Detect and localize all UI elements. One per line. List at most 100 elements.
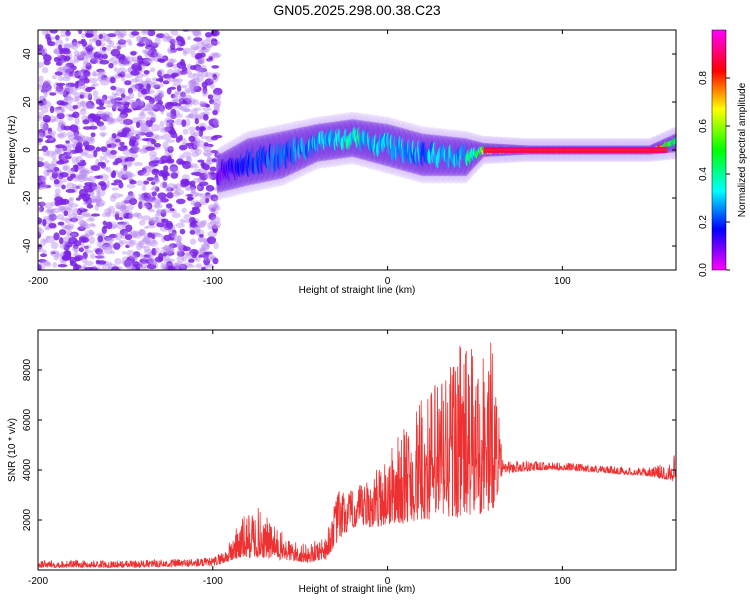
noise-blob	[118, 113, 127, 120]
noise-blob	[61, 49, 71, 55]
noise-blob	[190, 108, 199, 116]
noise-blob	[71, 216, 77, 224]
noise-blob	[118, 39, 128, 43]
noise-blob	[141, 57, 152, 62]
noise-blob	[128, 212, 134, 221]
noise-blob	[124, 234, 133, 241]
noise-blob	[144, 50, 151, 59]
noise-blob	[102, 220, 108, 226]
noise-blob	[181, 119, 187, 127]
noise-blob	[38, 201, 46, 207]
noise-blob	[199, 220, 206, 228]
noise-blob	[63, 143, 74, 148]
noise-blob	[63, 244, 70, 251]
noise-blob	[143, 70, 150, 75]
noise-blob	[53, 255, 60, 261]
noise-blob	[92, 90, 99, 98]
noise-blob	[121, 160, 126, 166]
noise-blob	[211, 158, 218, 163]
noise-blob	[78, 171, 86, 177]
noise-blob	[119, 87, 126, 94]
noise-blob	[96, 200, 101, 207]
noise-blob	[96, 192, 101, 197]
noise-blob	[88, 125, 98, 130]
noise-blob	[63, 72, 71, 79]
noise-blob	[130, 101, 139, 109]
noise-blob	[173, 265, 182, 270]
noise-blob	[204, 175, 214, 180]
noise-blob	[197, 177, 202, 183]
noise-blob	[160, 90, 165, 98]
noise-blob	[193, 143, 199, 149]
noise-blob	[137, 36, 143, 42]
noise-blob	[38, 161, 45, 168]
noise-blob	[210, 207, 216, 212]
noise-blob	[44, 209, 54, 214]
noise-blob	[102, 212, 107, 218]
noise-blob	[45, 135, 53, 139]
noise-blob	[133, 59, 139, 65]
noise-blob	[208, 56, 213, 61]
noise-blob	[119, 205, 127, 212]
noise-blob	[144, 165, 150, 170]
noise-blob	[189, 130, 196, 136]
noise-blob	[115, 103, 124, 110]
noise-blob	[78, 134, 86, 143]
noise-blob	[106, 44, 111, 51]
noise-blob	[202, 238, 207, 244]
noise-blob	[207, 256, 214, 262]
noise-blob	[177, 39, 186, 47]
noise-blob	[196, 74, 204, 83]
noise-blob	[46, 169, 54, 173]
noise-blob	[82, 101, 92, 110]
noise-blob	[122, 148, 133, 156]
noise-blob	[141, 256, 149, 261]
noise-blob	[38, 183, 41, 190]
noise-blob	[90, 213, 101, 217]
noise-blob	[129, 197, 138, 206]
noise-blob	[189, 229, 196, 235]
noise-blob	[203, 114, 209, 121]
noise-blob	[117, 67, 127, 75]
noise-blob	[78, 219, 86, 226]
noise-blob	[151, 191, 157, 197]
noise-blob	[156, 83, 164, 88]
noise-blob	[203, 194, 212, 201]
noise-blob	[161, 133, 172, 141]
noise-blob	[65, 30, 71, 37]
noise-blob	[211, 54, 220, 59]
noise-blob	[138, 131, 146, 136]
noise-blob	[146, 224, 156, 229]
noise-blob	[138, 261, 149, 265]
noise-blob	[115, 222, 125, 230]
noise-blob	[153, 232, 161, 237]
noise-blob	[150, 216, 159, 224]
noise-blob	[149, 150, 157, 157]
noise-blob	[157, 90, 163, 94]
noise-blob	[183, 219, 191, 224]
noise-blob	[77, 226, 86, 232]
snr-marks	[38, 342, 676, 569]
noise-blob	[150, 133, 160, 140]
noise-blob	[106, 180, 111, 189]
noise-blob	[60, 108, 66, 113]
noise-blob	[66, 131, 75, 138]
noise-blob	[85, 136, 94, 143]
noise-blob	[159, 181, 168, 189]
noise-blob	[149, 57, 156, 61]
noise-blob	[192, 200, 201, 208]
noise-blob	[171, 212, 181, 219]
noise-blob	[160, 209, 167, 217]
noise-blob	[107, 242, 114, 247]
noise-blob	[136, 180, 144, 186]
noise-blob	[155, 256, 163, 263]
noise-blob	[55, 106, 62, 111]
noise-blob	[88, 77, 98, 84]
noise-blob	[41, 47, 48, 55]
noise-blob	[203, 152, 212, 156]
noise-blob	[81, 32, 86, 39]
noise-blob	[188, 113, 194, 119]
noise-blob	[76, 175, 87, 180]
noise-blob	[41, 52, 48, 57]
noise-blob	[86, 53, 94, 58]
